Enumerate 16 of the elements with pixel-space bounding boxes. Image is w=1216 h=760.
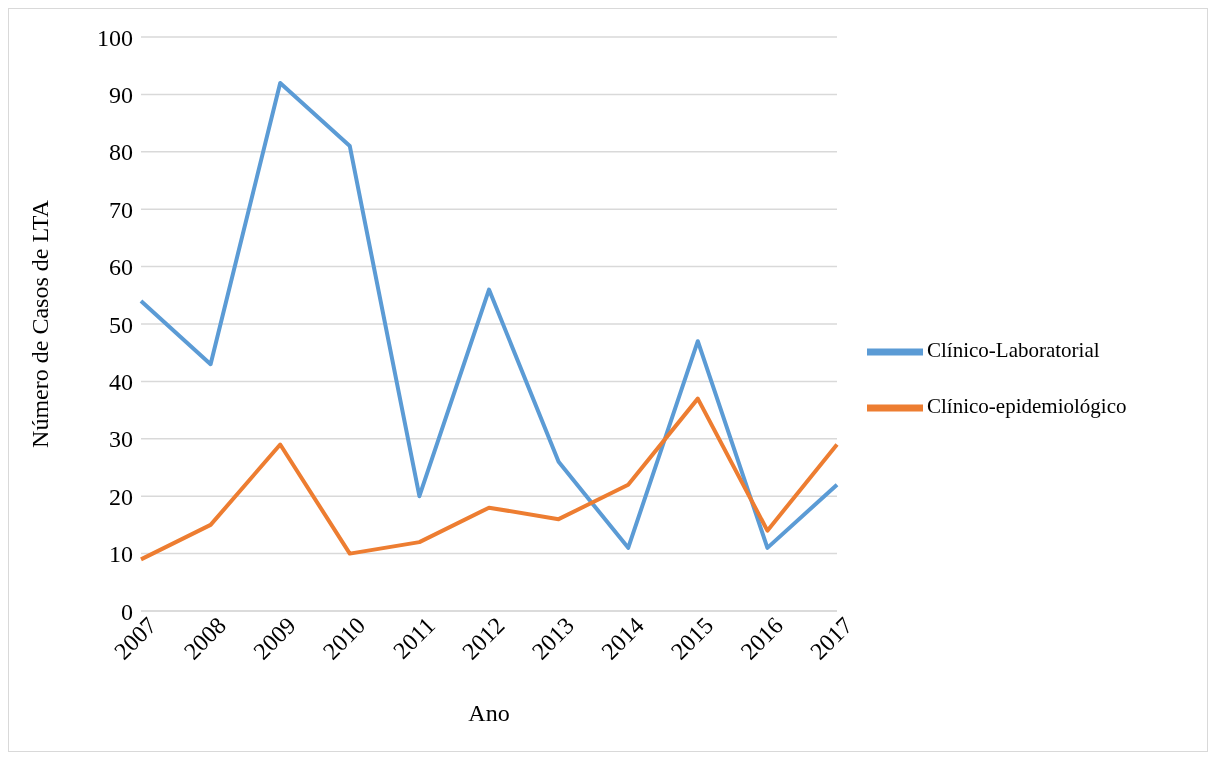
y-axis-title: Número de Casos de LTA	[26, 199, 53, 448]
y-tick-label: 30	[109, 426, 133, 453]
x-axis-title: Ano	[468, 700, 510, 726]
y-tick-label: 80	[109, 139, 133, 166]
y-tick-label: 50	[109, 311, 133, 338]
y-tick-label: 100	[97, 24, 133, 51]
y-tick-label: 20	[109, 483, 133, 510]
y-tick-label: 90	[109, 81, 133, 108]
y-tick-label: 10	[109, 541, 133, 568]
legend-label: Clínico-epidemiológico	[927, 393, 1127, 418]
y-tick-label: 40	[109, 368, 133, 395]
y-tick-label: 70	[109, 196, 133, 223]
y-tick-label: 60	[109, 254, 133, 281]
line-series	[139, 80, 839, 550]
line-series	[139, 396, 839, 562]
legend-label: Clínico-Laboratorial	[927, 337, 1100, 362]
